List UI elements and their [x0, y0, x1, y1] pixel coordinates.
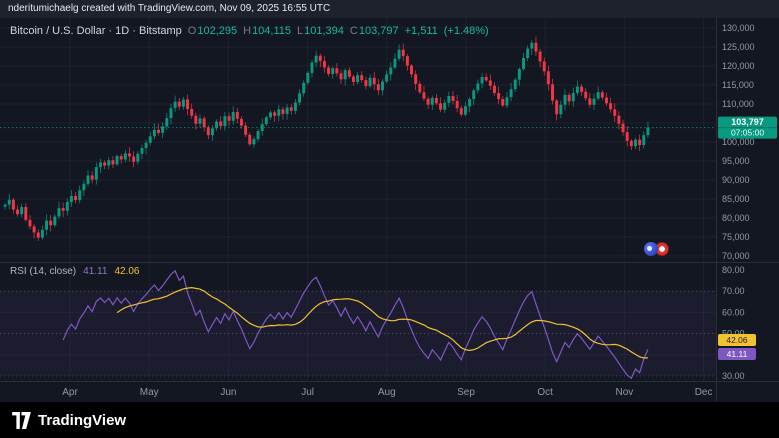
svg-text:Nov: Nov: [616, 387, 634, 398]
symbol-legend: Bitcoin / U.S. Dollar · 1D · Bitstamp O1…: [10, 25, 489, 37]
svg-text:Aug: Aug: [378, 387, 396, 398]
rsi-value-badge: 41.11: [718, 348, 756, 360]
svg-text:125,000: 125,000: [722, 42, 755, 52]
footer-bar: TradingView: [0, 402, 779, 438]
svg-text:70,000: 70,000: [722, 251, 750, 261]
price-change: +1,511: [405, 25, 438, 37]
svg-text:90,000: 90,000: [722, 175, 750, 185]
rsi-ma-value: 42.06: [114, 266, 139, 277]
attribution-text: nderitumichaelg created with TradingView…: [8, 3, 330, 14]
last-price-badge[interactable]: 103,79707:05:00: [718, 117, 777, 139]
symbol-title[interactable]: Bitcoin / U.S. Dollar · 1D · Bitstamp: [10, 25, 182, 37]
svg-text:95,000: 95,000: [722, 156, 750, 166]
ohlc-close: C103,797: [350, 25, 399, 37]
svg-text:Jul: Jul: [301, 387, 314, 398]
time-axis[interactable]: Apr May Jun Jul Aug Sep Oct Nov Dec: [62, 387, 712, 398]
svg-text:07:05:00: 07:05:00: [731, 128, 764, 138]
svg-text:120,000: 120,000: [722, 61, 755, 71]
svg-text:80,000: 80,000: [722, 213, 750, 223]
svg-text:70.00: 70.00: [722, 286, 745, 296]
svg-text:Jun: Jun: [220, 387, 236, 398]
tradingview-wordmark: TradingView: [38, 412, 126, 429]
tradingview-logo[interactable]: TradingView: [12, 412, 126, 429]
attribution-bar: nderitumichaelg created with TradingView…: [0, 0, 779, 18]
ohlc-low: L101,394: [297, 25, 344, 37]
svg-text:130,000: 130,000: [722, 23, 755, 33]
rsi-legend-title[interactable]: RSI (14, close): [10, 266, 76, 277]
main-chart[interactable]: 130,000125,000120,000115,000110,000105,0…: [0, 0, 779, 438]
svg-text:103,797: 103,797: [731, 117, 764, 127]
svg-text:60.00: 60.00: [722, 307, 745, 317]
rsi-axis[interactable]: 80.0070.0060.0050.0040.0030.00: [722, 265, 745, 381]
svg-text:30.00: 30.00: [722, 371, 745, 381]
svg-text:80.00: 80.00: [722, 265, 745, 275]
svg-text:Dec: Dec: [695, 387, 713, 398]
blue-emoji-sticker-icon[interactable]: [644, 242, 658, 256]
svg-text:115,000: 115,000: [722, 80, 754, 90]
rsi-value: 41.11: [83, 266, 107, 277]
svg-text:42.06: 42.06: [726, 335, 748, 345]
rsi-band: [0, 291, 716, 376]
tradingview-logo-icon: [12, 412, 31, 429]
svg-text:May: May: [140, 387, 159, 398]
rsi-legend: RSI (14, close) 41.11 42.06: [10, 266, 139, 277]
candles-layer[interactable]: [4, 37, 650, 241]
ohlc-high: H104,115: [243, 25, 291, 37]
svg-text:41.11: 41.11: [727, 349, 748, 359]
price-change-pct: (+1.48%): [444, 25, 489, 37]
svg-text:110,000: 110,000: [722, 99, 754, 109]
svg-text:75,000: 75,000: [722, 232, 750, 242]
svg-text:Sep: Sep: [457, 387, 475, 398]
rsi-ma-badge: 42.06: [718, 334, 756, 346]
sticker-spark-icon: [647, 246, 652, 251]
ohlc-open: O102,295: [188, 25, 237, 37]
svg-text:Apr: Apr: [62, 387, 78, 398]
price-axis[interactable]: 130,000125,000120,000115,000110,000105,0…: [722, 23, 755, 261]
chart-stickers[interactable]: [644, 242, 669, 256]
svg-text:Oct: Oct: [537, 387, 553, 398]
tradingview-chart-page: 130,000125,000120,000115,000110,000105,0…: [0, 0, 779, 438]
svg-text:85,000: 85,000: [722, 194, 750, 204]
